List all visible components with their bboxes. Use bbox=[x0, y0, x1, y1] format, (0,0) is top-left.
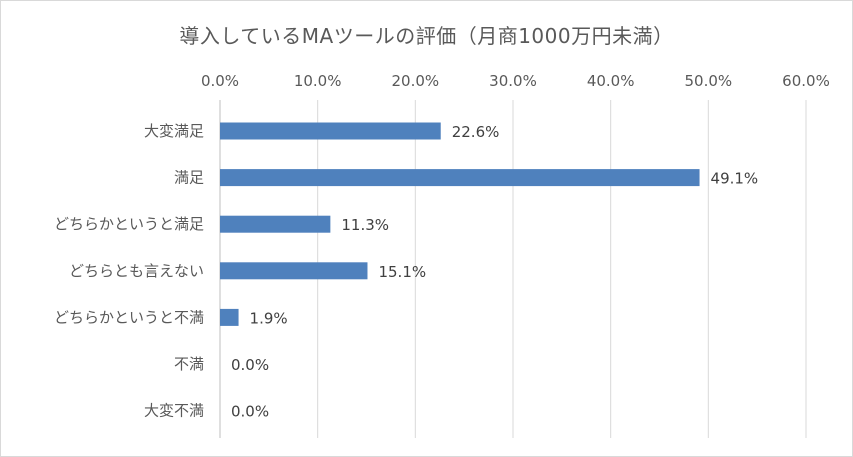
x-tick-label: 10.0% bbox=[294, 72, 342, 90]
category-label: どちらかというと不満 bbox=[54, 308, 204, 326]
data-label: 1.9% bbox=[250, 309, 288, 327]
x-tick-label: 30.0% bbox=[489, 72, 537, 90]
data-label: 0.0% bbox=[231, 403, 269, 421]
bar bbox=[220, 262, 368, 280]
data-label: 11.3% bbox=[341, 216, 389, 234]
x-tick-label: 20.0% bbox=[392, 72, 440, 90]
x-tick-label: 40.0% bbox=[587, 72, 635, 90]
bar bbox=[220, 122, 441, 140]
x-tick-label: 60.0% bbox=[782, 72, 830, 90]
category-label: 大変不満 bbox=[144, 402, 204, 420]
bar bbox=[220, 169, 700, 187]
category-label: 満足 bbox=[174, 169, 204, 187]
data-label: 0.0% bbox=[231, 356, 269, 374]
category-label: どちらかというと満足 bbox=[54, 215, 204, 233]
x-tick-label: 0.0% bbox=[201, 72, 239, 90]
bar bbox=[220, 215, 331, 233]
bar bbox=[220, 308, 239, 326]
data-label: 49.1% bbox=[711, 170, 759, 188]
x-tick-label: 50.0% bbox=[685, 72, 733, 90]
category-label: どちらとも言えない bbox=[69, 262, 204, 280]
chart-title: 導入しているMAツールの評価（月商1000万円未満） bbox=[179, 24, 674, 48]
category-label: 大変満足 bbox=[144, 122, 204, 140]
data-label: 22.6% bbox=[452, 123, 500, 141]
data-label: 15.1% bbox=[378, 263, 426, 281]
category-label: 不満 bbox=[174, 355, 204, 373]
